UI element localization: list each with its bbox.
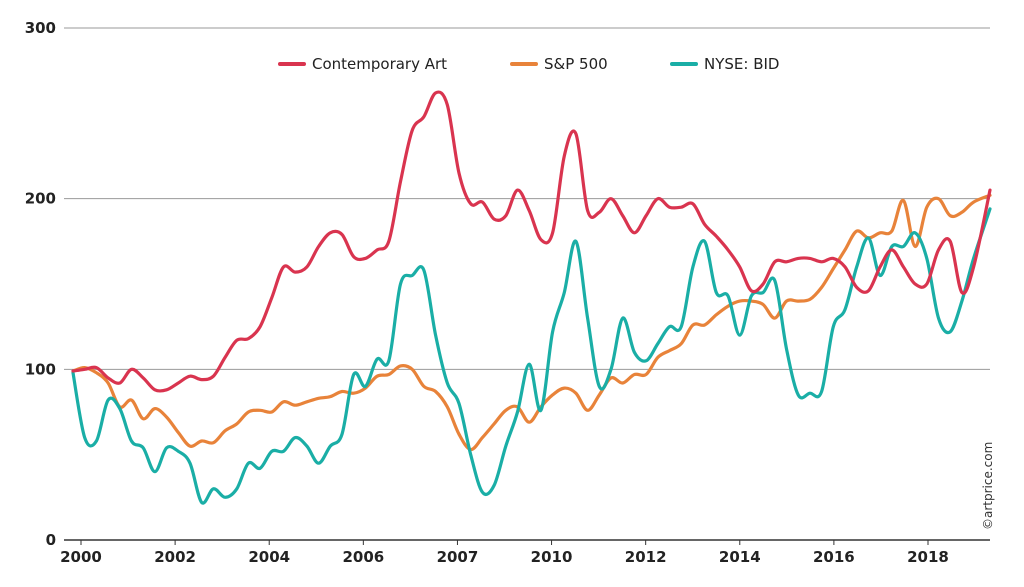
- series-line-nyse-bid: [71, 207, 992, 505]
- legend: Contemporary Art S&P 500 NYSE: BID: [278, 55, 779, 73]
- x-tick-label: 2018: [907, 548, 949, 566]
- x-tick-label: 2010: [531, 548, 573, 566]
- series-line-s-p-500: [71, 193, 992, 452]
- y-axis-ticks: 0 100 200 300: [25, 19, 56, 549]
- x-tick-label: 2002: [154, 548, 196, 566]
- x-tick-label: 2016: [813, 548, 855, 566]
- y-tick-label: 300: [25, 19, 56, 37]
- y-tick-label: 100: [25, 360, 56, 378]
- legend-label: S&P 500: [544, 55, 608, 73]
- x-tick-label: 2000: [60, 548, 102, 566]
- x-tick-label: 2014: [719, 548, 761, 566]
- series-lines: [71, 90, 992, 505]
- x-axis-ticks: 2000 2002 2004 2006 2007 2010 2012 2014 2016 2018: [60, 540, 949, 566]
- series-line-contemporary-art: [71, 90, 992, 393]
- x-tick-label: 2012: [625, 548, 667, 566]
- credit-text: ©artprice.com: [981, 442, 995, 530]
- x-tick-label: 2007: [437, 548, 479, 566]
- x-tick-label: 2006: [342, 548, 384, 566]
- legend-label: NYSE: BID: [704, 55, 779, 73]
- x-tick-label: 2004: [248, 548, 290, 566]
- y-tick-label: 0: [46, 531, 56, 549]
- legend-label: Contemporary Art: [312, 55, 447, 73]
- y-tick-label: 200: [25, 190, 56, 208]
